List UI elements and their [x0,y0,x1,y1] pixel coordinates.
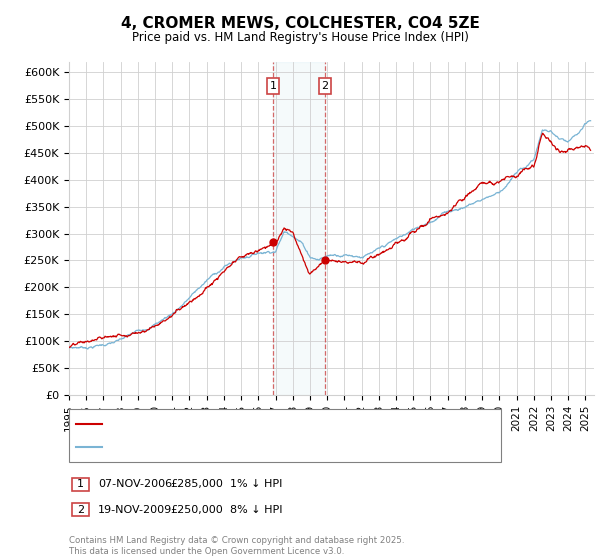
Text: Contains HM Land Registry data © Crown copyright and database right 2025.
This d: Contains HM Land Registry data © Crown c… [69,536,404,556]
Text: 4, CROMER MEWS, COLCHESTER, CO4 5ZE: 4, CROMER MEWS, COLCHESTER, CO4 5ZE [121,16,479,31]
Text: £250,000: £250,000 [170,505,223,515]
Text: 1% ↓ HPI: 1% ↓ HPI [230,479,282,489]
Text: Price paid vs. HM Land Registry's House Price Index (HPI): Price paid vs. HM Land Registry's House … [131,31,469,44]
Text: 1: 1 [269,81,277,91]
Text: HPI: Average price, detached house, Colchester: HPI: Average price, detached house, Colc… [105,442,365,452]
Text: 1: 1 [77,479,84,489]
Text: £285,000: £285,000 [170,479,223,489]
Text: 4, CROMER MEWS, COLCHESTER, CO4 5ZE (detached house): 4, CROMER MEWS, COLCHESTER, CO4 5ZE (det… [105,419,439,429]
Text: 07-NOV-2006: 07-NOV-2006 [98,479,172,489]
Text: 8% ↓ HPI: 8% ↓ HPI [230,505,283,515]
Text: 19-NOV-2009: 19-NOV-2009 [98,505,172,515]
Text: 2: 2 [322,81,329,91]
Text: 2: 2 [77,505,84,515]
Bar [273,62,325,395]
